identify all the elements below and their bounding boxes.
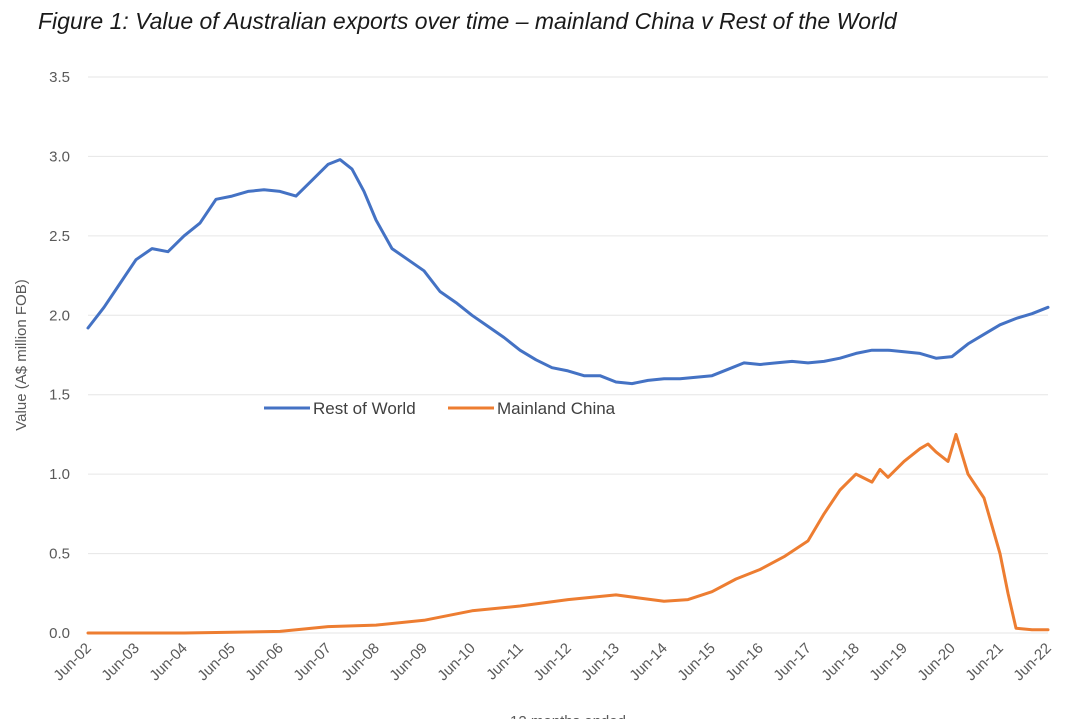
- x-tick-label: Jun-19: [866, 640, 910, 684]
- x-tick-label: Jun-15: [674, 640, 718, 684]
- y-tick-label: 3.5: [49, 69, 70, 86]
- series-line-mainland-china: [86, 432, 1050, 635]
- x-tick-labels: Jun-02 Jun-03 Jun-04 Jun-05 Jun-06 Jun-07 Jun-…: [50, 640, 1054, 684]
- gridlines: [88, 76, 1048, 634]
- x-tick-label: Jun-02: [50, 640, 94, 684]
- y-tick-label: 1.0: [49, 466, 70, 483]
- x-tick-label: Jun-04: [146, 640, 190, 684]
- x-tick-label: Jun-06: [242, 640, 286, 684]
- y-tick-label: 2.0: [49, 307, 70, 324]
- x-tick-label: Jun-05: [194, 640, 238, 684]
- x-tick-label: Jun-12: [530, 640, 574, 684]
- y-tick-label: 0.5: [49, 546, 70, 563]
- x-tick-label: Jun-03: [98, 640, 142, 684]
- y-tick-label: 0.0: [49, 625, 70, 642]
- legend-label-mainland-china: Mainland China: [497, 399, 616, 418]
- legend: Rest of World Mainland China: [264, 399, 616, 418]
- y-tick-label: 3.0: [49, 148, 70, 165]
- x-tick-label: Jun-21: [962, 640, 1006, 684]
- y-tick-labels: 0.0 0.5 1.0 1.5 2.0 2.5 3.0 3.5: [49, 69, 70, 642]
- x-tick-label: Jun-10: [434, 640, 478, 684]
- y-axis-title: Value (A$ million FOB): [13, 279, 30, 430]
- x-tick-label: Jun-17: [770, 640, 814, 684]
- x-tick-label: Jun-14: [626, 640, 670, 684]
- figure-title: Figure 1: Value of Australian exports ov…: [38, 8, 897, 34]
- legend-label-rest-of-world: Rest of World: [313, 399, 416, 418]
- y-tick-label: 2.5: [49, 228, 70, 245]
- x-tick-label: Jun-20: [914, 640, 958, 684]
- x-tick-label: Jun-22: [1010, 640, 1054, 684]
- x-tick-label: Jun-16: [722, 640, 766, 684]
- x-tick-label: Jun-09: [386, 640, 430, 684]
- x-axis-title: 12 months ended: [510, 713, 626, 719]
- x-tick-label: Jun-07: [290, 640, 334, 684]
- x-tick-label: Jun-13: [578, 640, 622, 684]
- y-tick-label: 1.5: [49, 387, 70, 404]
- series-lines: [86, 158, 1050, 635]
- series-line-rest-of-world: [86, 158, 1050, 386]
- x-tick-label: Jun-18: [818, 640, 862, 684]
- x-tick-label: Jun-08: [338, 640, 382, 684]
- x-tick-label: Jun-11: [483, 640, 527, 684]
